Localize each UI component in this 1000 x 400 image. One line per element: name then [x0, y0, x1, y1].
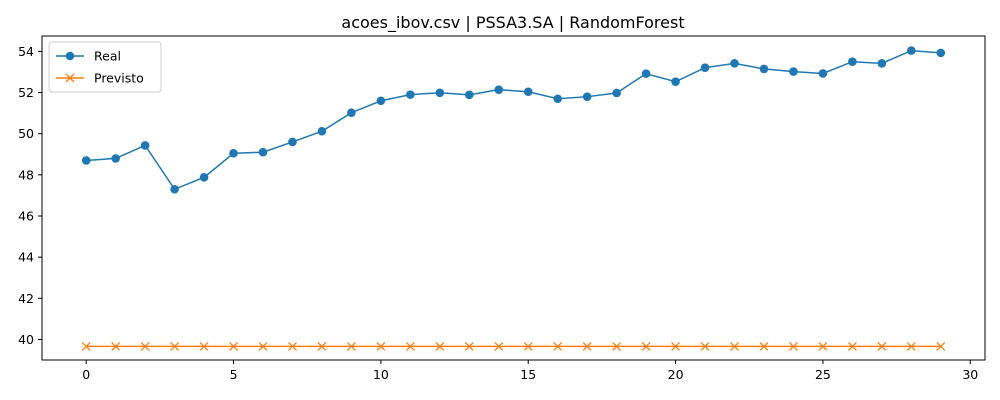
data-point-real [848, 57, 857, 67]
data-point-previsto [229, 341, 239, 351]
data-point-previsto [523, 341, 533, 351]
y-tick-label: 40 [18, 332, 34, 347]
data-point-real [288, 137, 297, 147]
legend-marker-previsto [65, 73, 75, 83]
data-point-real [553, 94, 563, 104]
series-previsto [81, 341, 946, 351]
data-point-previsto [612, 341, 622, 351]
y-axis: 40 42 44 46 48 50 52 54 [18, 44, 42, 347]
data-point-real [347, 108, 356, 118]
y-tick-label: 52 [18, 85, 34, 100]
data-point-previsto [641, 341, 651, 351]
data-point-previsto [435, 341, 445, 351]
data-point-previsto [199, 341, 209, 351]
data-point-real [376, 96, 386, 106]
legend: Real Previsto [48, 41, 162, 93]
data-point-real [170, 184, 179, 194]
data-point-real [582, 92, 592, 101]
legend-item-previsto: Previsto [56, 71, 144, 86]
legend-label-previsto: Previsto [94, 71, 144, 86]
data-point-previsto [788, 341, 798, 351]
data-point-real [730, 59, 739, 68]
data-point-real [199, 173, 209, 182]
data-point-real [523, 87, 533, 97]
x-tick-label: 0 [82, 367, 90, 382]
data-point-real [936, 48, 946, 58]
data-point-previsto [553, 341, 563, 351]
data-point-real [877, 59, 887, 68]
series-layer [81, 46, 946, 351]
data-point-real [258, 147, 268, 157]
data-point-previsto [847, 341, 857, 351]
data-point-previsto [405, 341, 415, 351]
data-point-real [818, 69, 828, 78]
data-point-previsto [936, 341, 946, 351]
data-point-previsto [376, 341, 386, 351]
data-point-real [700, 63, 710, 72]
legend-item-real: Real [56, 49, 121, 64]
y-tick-label: 54 [18, 44, 34, 59]
series-line-real [86, 49, 941, 191]
y-tick-label: 44 [18, 250, 34, 265]
data-point-previsto [582, 341, 592, 351]
data-point-real [671, 77, 680, 86]
x-axis: 0 5 10 15 20 25 30 [82, 360, 978, 382]
data-point-real [494, 85, 504, 94]
data-point-real [789, 67, 798, 76]
data-point-previsto [906, 341, 916, 351]
x-tick-label: 25 [815, 367, 831, 382]
data-point-real [612, 88, 621, 98]
x-tick-label: 10 [373, 367, 389, 382]
data-point-previsto [81, 341, 91, 351]
x-tick-label: 15 [520, 367, 536, 382]
data-point-real [435, 88, 445, 98]
data-point-previsto [818, 341, 828, 351]
data-point-real [641, 69, 651, 78]
y-tick-label: 42 [18, 291, 34, 306]
plot-frame [41, 35, 986, 361]
data-point-previsto [288, 341, 297, 351]
data-point-real [464, 90, 474, 100]
data-point-previsto [877, 341, 887, 351]
x-tick-label: 5 [230, 367, 238, 382]
data-point-real [229, 148, 238, 158]
legend-box [48, 41, 162, 93]
data-point-real [317, 126, 327, 136]
series-real [81, 46, 946, 194]
data-point-real [759, 64, 769, 74]
y-tick-label: 48 [18, 167, 34, 182]
data-point-real [140, 141, 150, 150]
data-point-previsto [317, 341, 327, 351]
chart-title: acoes_ibov.csv | PSSA3.SA | RandomForest [341, 13, 684, 33]
data-point-previsto [730, 341, 739, 351]
data-point-previsto [759, 341, 769, 351]
data-point-previsto [464, 341, 474, 351]
data-point-previsto [700, 341, 710, 351]
data-point-real [81, 156, 91, 165]
y-tick-label: 50 [18, 126, 34, 141]
legend-label-real: Real [94, 49, 121, 64]
legend-marker-real [65, 51, 75, 61]
data-point-previsto [170, 341, 180, 351]
data-point-previsto [494, 341, 504, 351]
y-tick-label: 46 [18, 209, 34, 224]
data-point-previsto [140, 341, 150, 351]
x-tick-label: 20 [668, 367, 684, 382]
data-point-previsto [671, 341, 681, 351]
data-point-real [111, 154, 120, 163]
x-tick-label: 30 [962, 367, 978, 382]
data-point-real [907, 46, 916, 55]
data-point-previsto [346, 341, 356, 351]
data-point-previsto [258, 341, 268, 351]
data-point-real [406, 90, 415, 99]
data-point-previsto [111, 341, 121, 351]
